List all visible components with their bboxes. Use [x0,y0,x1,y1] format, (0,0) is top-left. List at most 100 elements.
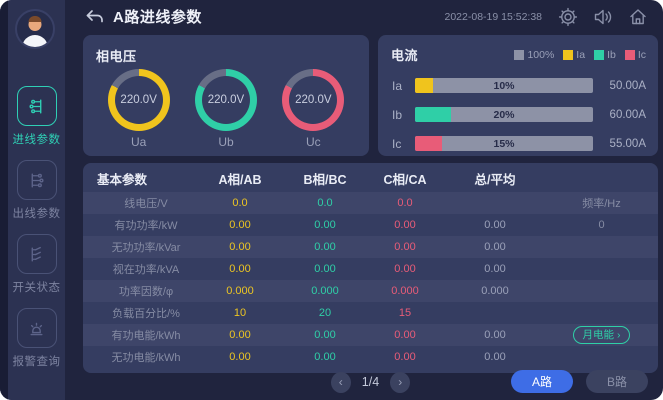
cell-total: 0.00 [484,351,506,363]
legend-item: 100% [514,49,554,61]
bar-value: 60.00A [609,108,646,121]
legend-swatch [624,49,635,60]
legend-swatch [563,49,574,60]
cell-total: 0.00 [484,329,506,341]
row-label: 视在功率/kVA [112,264,180,276]
table-header-row: 基本参数 A相/AB B相/BC C相/CA 总/平均 [83,165,658,192]
topbar: A路进线参数 2022-08-19 15:52:38 [65,0,663,33]
legend-item: Ic [624,49,646,61]
route-buttons: A路 B路 [511,370,648,393]
cell-phase-b: 0.00 [314,219,336,231]
cell-phase-c: 0.00 [394,241,416,253]
cell-phase-a: 0.00 [229,351,251,363]
sidebar-item-出线参数[interactable]: 出线参数 [13,160,61,221]
sidebar-item-进线参数[interactable]: 进线参数 [13,86,61,147]
cell-phase-a: 0.00 [229,263,251,275]
current-bar: Ia 10% 50.00A [378,78,658,93]
route-button-A路[interactable]: A路 [511,370,573,393]
sidebar-item-label: 出线参数 [12,208,61,220]
sidebar-item-label: 开关状态 [12,282,61,294]
alarm-icon [16,308,57,348]
cell-phase-a: 0.00 [229,241,251,253]
legend-item: Ia [563,49,585,61]
bar-value: 55.00A [609,137,646,150]
bar-track: 10% [415,78,593,93]
user-avatar[interactable] [15,9,55,49]
month-energy-button[interactable]: 月电能 › [572,326,631,344]
cell-phase-c: 0.000 [391,285,419,297]
gauge-label: Ua [130,135,147,149]
cell-phase-b: 0.00 [314,329,336,341]
home-icon[interactable] [628,7,648,27]
current-bar: Ib 20% 60.00A [378,107,658,122]
gauge-row: 220.0V Ua 220.0V Ub 220.0V Uc [83,69,369,149]
legend-label: Ia [576,48,586,61]
sidebar-item-label: 报警查询 [12,356,61,368]
table-row: 有功电能/kWh 0.00 0.00 0.00 0.00 月电能 › [83,324,658,346]
timestamp: 2022-08-19 15:52:38 [444,10,543,23]
table-header-phase-a: A相/AB [218,173,262,187]
back-icon [86,10,103,23]
legend-swatch [514,49,525,60]
voltage-gauge: 220.0V Ua [107,69,170,149]
gear-icon[interactable] [558,7,578,27]
row-label: 线电压/V [124,198,168,210]
gauge-label: Uc [305,135,321,149]
cell-extra: 月电能 › [545,326,658,344]
bar-value: 50.00A [609,79,646,92]
next-page-button[interactable]: › [390,371,411,393]
table-row: 线电压/V 0.0 0.0 0.0 频率/Hz [83,192,658,214]
voltage-gauge: 220.0V Ub [194,69,257,149]
bar-track: 20% [415,107,593,122]
pager: ‹ 1/4 › [83,369,658,395]
incoming-line-icon [16,86,57,126]
table-row: 无功电能/kWh 0.00 0.00 0.00 0.00 [83,346,658,368]
table-body: 线电压/V 0.0 0.0 0.0 频率/Hz 有功功率/kW 0.00 0.0… [83,192,658,368]
back-button[interactable] [84,8,106,26]
row-label: 负载百分比/% [112,308,180,320]
table-row: 功率因数/φ 0.000 0.000 0.000 0.000 [83,280,658,302]
row-label: 无功电能/kWh [111,352,181,364]
cell-phase-b: 20 [318,307,332,319]
row-label: 功率因数/φ [118,286,174,298]
prev-page-button[interactable]: ‹ [330,371,351,393]
current-panel: 电流 100% Ia Ib Ic Ia 10% 50.00A Ib 20% 60… [378,35,658,156]
speaker-icon[interactable] [593,7,613,27]
cell-total: 0.00 [484,219,506,231]
cell-total: 0.00 [484,263,506,275]
cell-phase-b: 0.00 [314,351,336,363]
current-legend: 100% Ia Ib Ic [514,49,646,61]
voltage-gauge: 220.0V Uc [282,69,345,149]
sidebar-item-开关状态[interactable]: 开关状态 [13,234,61,295]
footer: ‹ 1/4 › A路 B路 [83,369,658,395]
avatar-torso [22,35,48,47]
sidebar: 进线参数 出线参数 开关状态 报警查询 [0,0,65,400]
bar-label: Ib [392,107,403,122]
cell-total: 0.00 [484,241,506,253]
cell-phase-a: 0.00 [229,329,251,341]
bar-fill [415,136,442,151]
cell-phase-a: 0.0 [232,197,248,209]
sidebar-item-报警查询[interactable]: 报警查询 [13,308,61,369]
switch-status-icon [16,234,57,274]
bar-fill [415,78,433,93]
current-title: 电流 [391,48,419,63]
cell-phase-c: 15 [398,307,412,319]
cell-phase-c: 0.00 [394,263,416,275]
route-button-B路[interactable]: B路 [586,370,648,393]
table-header-phase-c: C相/CA [383,173,427,187]
phase-voltage-panel: 相电压 220.0V Ua 220.0V Ub 220.0V Uc [83,35,369,156]
cell-phase-c: 0.00 [394,219,416,231]
cell-phase-c: 0.00 [394,329,416,341]
current-bars: Ia 10% 50.00A Ib 20% 60.00A Ic 15% 55.00… [378,78,658,151]
cell-phase-b: 0.0 [317,197,333,209]
gauge-label: Ub [218,135,234,149]
page-title: A路进线参数 [113,9,202,26]
phase-voltage-title: 相电压 [96,49,137,64]
sidebar-menu: 进线参数 出线参数 开关状态 报警查询 [8,86,65,382]
cell-phase-b: 0.000 [311,285,339,297]
legend-label: 100% [527,48,555,61]
gauge-ring: 220.0V [282,69,345,131]
table-row: 有功功率/kW 0.00 0.00 0.00 0.00 0 [83,214,658,236]
